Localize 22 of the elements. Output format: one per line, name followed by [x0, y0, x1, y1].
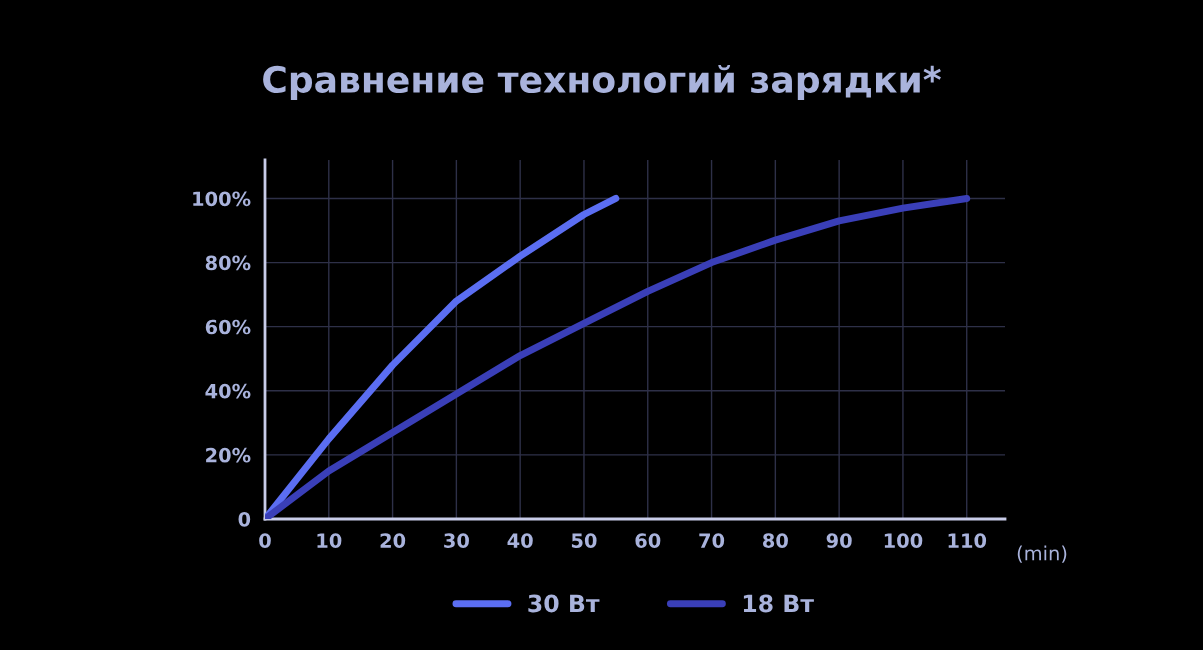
x-tick-label: 100: [884, 533, 923, 548]
legend-label: 18 Вт: [743, 594, 814, 613]
x-tick-label: 10: [317, 533, 342, 548]
y-tick-label: 80%: [205, 255, 251, 271]
x-tick-label: 50: [571, 533, 597, 548]
x-tick-label: 40: [507, 533, 533, 548]
x-tick-label: 20: [380, 533, 406, 548]
chart-title: Сравнение технологий зарядки*: [263, 65, 941, 101]
y-tick-label: 100%: [193, 191, 251, 207]
y-tick-label: 60%: [205, 319, 251, 335]
y-tick-label: 0: [238, 511, 251, 527]
x-tick-label: 90: [826, 533, 852, 548]
x-tick-label: 60: [635, 533, 661, 548]
x-tick-label: 70: [699, 533, 725, 548]
x-tick-label: 80: [763, 533, 788, 548]
y-tick-label: 40%: [205, 383, 251, 399]
legend-label: 30 Вт: [528, 594, 600, 613]
x-tick-label: 30: [444, 533, 469, 548]
x-tick-label: 0: [259, 533, 271, 548]
y-tick-label: 20%: [206, 447, 251, 463]
x-tick-label: 110: [948, 533, 987, 548]
x-axis-title: (min): [1017, 545, 1067, 563]
